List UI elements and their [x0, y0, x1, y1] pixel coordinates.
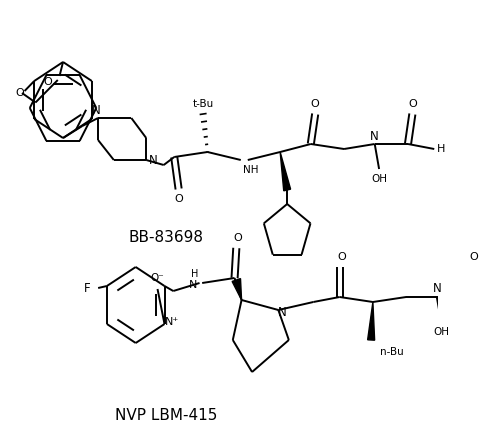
- Polygon shape: [232, 279, 241, 300]
- Text: NH: NH: [242, 165, 258, 175]
- Text: H: H: [499, 297, 500, 307]
- Text: O: O: [174, 194, 183, 204]
- Text: N: N: [92, 104, 100, 118]
- Text: O: O: [469, 252, 478, 262]
- Text: OH: OH: [433, 327, 449, 337]
- Text: O: O: [337, 252, 345, 262]
- Text: H: H: [192, 269, 199, 279]
- Polygon shape: [280, 152, 290, 191]
- Text: N: N: [189, 280, 198, 290]
- Text: n-Bu: n-Bu: [380, 347, 404, 357]
- Text: O: O: [43, 77, 52, 87]
- Text: OH: OH: [371, 174, 387, 184]
- Text: N: N: [432, 282, 441, 296]
- Text: t-Bu: t-Bu: [192, 99, 214, 109]
- Text: NVP LBM-415: NVP LBM-415: [115, 408, 218, 423]
- Text: N: N: [370, 130, 379, 143]
- Text: N⁺: N⁺: [164, 317, 178, 327]
- Text: O: O: [311, 99, 320, 109]
- Text: O⁻: O⁻: [150, 273, 164, 283]
- Text: N: N: [149, 153, 158, 167]
- Polygon shape: [368, 302, 374, 340]
- Text: H: H: [437, 144, 446, 154]
- Text: O: O: [234, 233, 242, 243]
- Text: BB-83698: BB-83698: [129, 230, 204, 245]
- Text: O: O: [408, 99, 416, 109]
- Text: O: O: [15, 88, 24, 98]
- Text: F: F: [84, 282, 91, 294]
- Text: N: N: [278, 305, 287, 319]
